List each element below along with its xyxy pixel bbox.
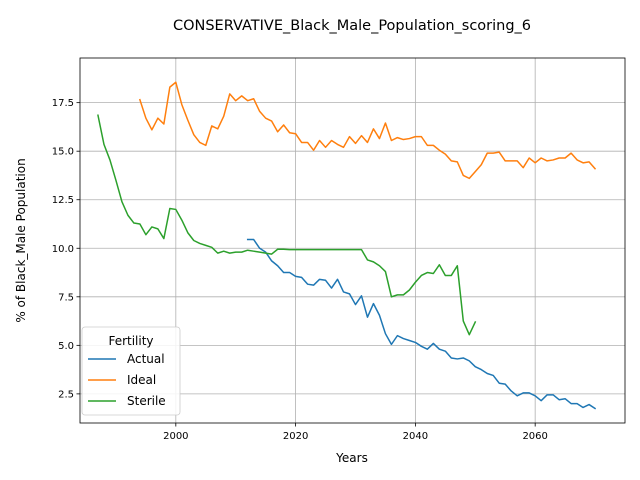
legend: Fertility Actual Ideal Sterile	[81, 326, 181, 416]
grid	[80, 58, 625, 423]
legend-entries: Actual Ideal Sterile	[88, 352, 166, 408]
y-tick-label: 2.5	[58, 389, 74, 400]
y-tick-label: 5.0	[58, 341, 74, 352]
legend-title: Fertility	[108, 334, 153, 348]
plot-frame	[79, 57, 626, 424]
series-lines	[97, 81, 597, 410]
chart-title: CONSERVATIVE_Black_Male_Population_scori…	[173, 18, 531, 34]
y-axis-label: % of Black_Male Population	[14, 158, 28, 322]
legend-box	[81, 326, 181, 416]
x-tick-label: 2000	[163, 431, 188, 442]
series-line-actual	[246, 238, 597, 410]
legend-label-actual: Actual	[127, 352, 165, 366]
series-line-ideal	[138, 81, 597, 180]
y-tick-label: 15.0	[52, 147, 74, 158]
y-tick-label: 12.5	[52, 195, 74, 206]
axis-ticks: 2000 2020 2040 2060 2.5 5.0 7.5 10.0 12.5 15.0 17.…	[52, 98, 548, 442]
x-tick-label: 2040	[403, 431, 428, 442]
legend-label-sterile: Sterile	[127, 394, 166, 408]
x-tick-label: 2020	[283, 431, 308, 442]
y-tick-label: 7.5	[58, 292, 74, 303]
y-tick-label: 10.0	[52, 244, 74, 255]
series-line-sterile	[97, 114, 477, 336]
y-tick-label: 17.5	[52, 98, 74, 109]
x-axis-label: Years	[335, 451, 368, 465]
x-tick-label: 2060	[522, 431, 547, 442]
legend-label-ideal: Ideal	[127, 373, 156, 387]
